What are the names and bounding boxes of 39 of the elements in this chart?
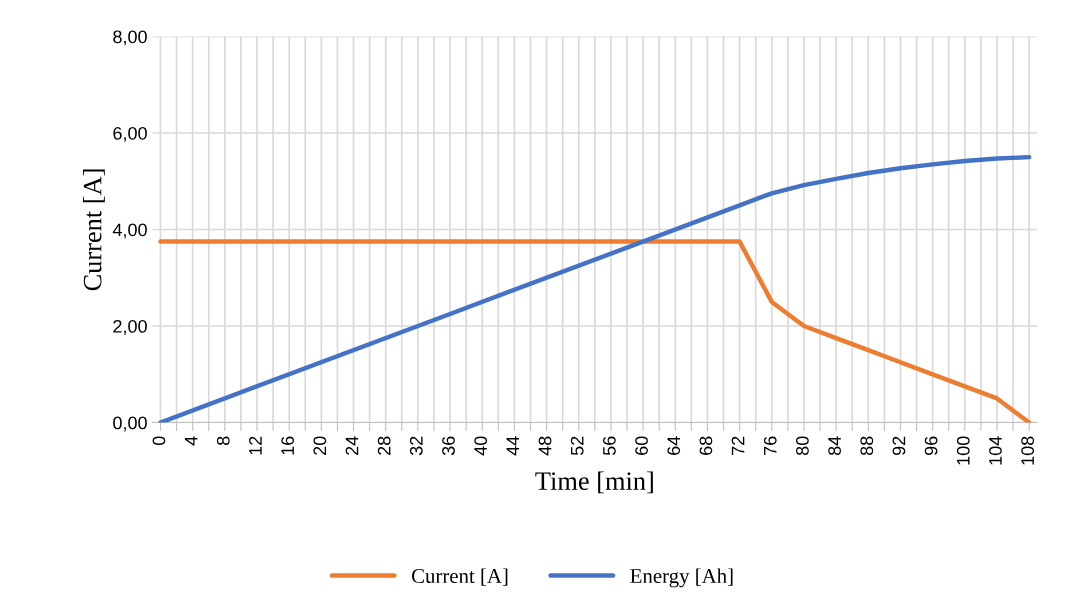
line-series (158, 239, 1032, 423)
x-tick-label: 96 (924, 436, 938, 455)
x-axis-title: Time [min] (535, 471, 653, 494)
legend-label: Current [A] (411, 568, 508, 586)
x-tick-label: 68 (699, 436, 713, 455)
x-tick-label: 72 (731, 436, 745, 455)
x-tick-label: 20 (313, 436, 327, 455)
y-tick-label: 0,00 (113, 416, 147, 432)
y-tick-label: 2,00 (113, 319, 147, 335)
legend-label: Energy [Ah] (630, 568, 733, 588)
x-tick-label: 36 (442, 436, 455, 456)
x-tick-label: 12 (249, 436, 262, 455)
x-tick-label: 100 (956, 436, 970, 465)
x-tick-label: 56 (602, 436, 616, 456)
x-tick-label: 32 (409, 436, 423, 456)
x-tick-label: 16 (281, 436, 295, 455)
x-tick-label: 76 (763, 436, 777, 455)
x-tick-label: 84 (828, 436, 841, 456)
x-tick-label: 44 (506, 436, 520, 456)
y-axis-title: Current [A] (82, 169, 105, 291)
y-tick-label: 8,00 (113, 30, 147, 46)
line-series (158, 154, 1032, 423)
x-tick-label: 40 (474, 436, 488, 456)
y-tick-label: 4,00 (112, 223, 147, 239)
x-tick-label: 4 (184, 436, 198, 446)
x-tick-label: 28 (377, 436, 391, 455)
y-tick-label: 6,00 (113, 126, 147, 142)
x-tick-label: 60 (635, 436, 648, 455)
x-tick-label: 8 (216, 436, 230, 446)
x-tick-label: 64 (667, 436, 681, 455)
x-tick-label: 108 (1021, 436, 1035, 465)
x-tick-label: 24 (345, 436, 359, 455)
x-tick-label: 48 (538, 436, 552, 456)
x-tick-label: 0 (152, 436, 166, 446)
x-tick-label: 88 (860, 436, 874, 456)
x-tick-label: 52 (570, 436, 584, 456)
x-tick-label: 92 (892, 436, 906, 455)
x-tick-label: 80 (796, 436, 809, 456)
x-tick-label: 104 (989, 436, 1002, 465)
